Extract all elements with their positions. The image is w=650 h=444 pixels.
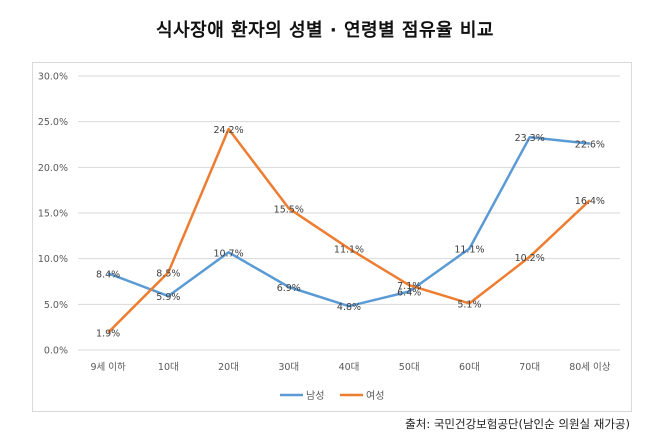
data-label: 16.4%: [575, 196, 605, 207]
data-label: 1.9%: [96, 329, 120, 340]
data-label: 4.8%: [337, 302, 361, 313]
x-tick-label: 20대: [218, 362, 239, 373]
y-tick-label: 30.0%: [38, 72, 68, 83]
legend: 남성 여성: [280, 390, 384, 402]
data-label: 10.7%: [213, 248, 243, 259]
y-tick-label: 20.0%: [38, 163, 68, 174]
data-label: 7.1%: [397, 281, 421, 292]
series-line: [107, 127, 591, 334]
legend-label: 여성: [366, 390, 384, 402]
y-tick-label: 0.0%: [44, 346, 68, 357]
x-axis-labels: 9세 이하 10대 20대 30대 40대 50대 60대 70대 80세 이상: [90, 361, 610, 373]
x-tick-label: 30대: [278, 362, 299, 373]
data-label: 5.9%: [156, 292, 180, 303]
data-label: 23.3%: [515, 133, 545, 144]
x-tick-label: 40대: [339, 362, 360, 373]
y-tick-label: 25.0%: [38, 117, 68, 128]
chart-title: 식사장애 환자의 성별 · 연령별 점유율 비교: [156, 20, 494, 41]
x-tick-label: 60대: [459, 362, 480, 373]
data-label: 10.2%: [515, 253, 545, 264]
x-tick-label: 70대: [519, 362, 540, 373]
data-label: 22.6%: [575, 140, 605, 151]
x-tick-label: 80세 이상: [569, 362, 611, 373]
data-label: 5.1%: [457, 299, 481, 310]
x-tick-label: 9세 이하: [90, 361, 126, 373]
data-label: 11.1%: [454, 245, 484, 256]
data-label: 6.4%: [397, 288, 421, 299]
source-note: 출처: 국민건강보험공단(남인순 의원실 재가공): [405, 417, 630, 431]
data-label: 8.5%: [156, 268, 180, 279]
gridlines: [78, 75, 620, 351]
chart-frame: [32, 62, 632, 412]
y-tick-label: 15.0%: [38, 209, 68, 220]
data-labels: 8.4% 5.9% 10.7% 6.9% 4.8% 6.4% 11.1% 23.3% 22.6%…: [96, 125, 605, 340]
y-tick-label: 5.0%: [44, 300, 68, 311]
data-label: 8.4%: [96, 269, 120, 280]
x-tick-label: 50대: [399, 362, 420, 373]
y-tick-label: 10.0%: [38, 254, 68, 265]
x-tick-label: 10대: [158, 362, 179, 373]
legend-label: 남성: [306, 390, 324, 402]
data-label: 15.5%: [274, 204, 304, 215]
data-label: 6.9%: [277, 283, 301, 294]
y-axis-labels: 0.0% 5.0% 10.0% 15.0% 20.0% 25.0% 30.0%: [38, 72, 68, 357]
series-line: [107, 135, 591, 308]
data-label: 11.1%: [334, 245, 364, 256]
data-label: 24.2%: [213, 125, 243, 136]
data-series: [107, 127, 591, 334]
